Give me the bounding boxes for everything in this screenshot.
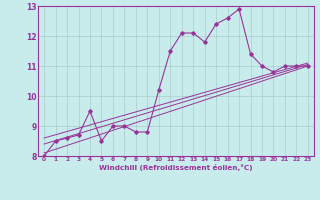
X-axis label: Windchill (Refroidissement éolien,°C): Windchill (Refroidissement éolien,°C) (99, 164, 253, 171)
